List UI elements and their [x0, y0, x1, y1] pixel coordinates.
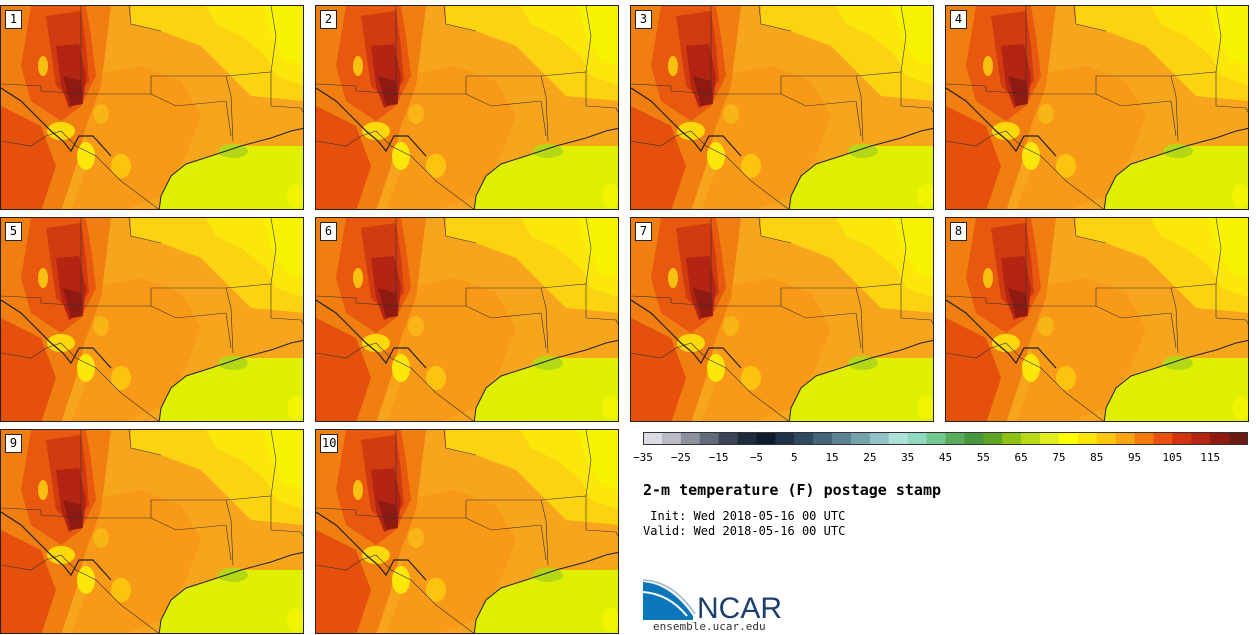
colorbar-segment — [661, 432, 682, 445]
colorbar-segment — [907, 432, 927, 445]
map-panel: 3 — [630, 5, 934, 210]
temperature-map — [631, 6, 933, 209]
colorbar-tick-label: 25 — [863, 451, 877, 464]
colorbar-segment — [1021, 432, 1041, 445]
colorbar-segment — [1210, 432, 1230, 445]
colorbar-segment — [983, 432, 1003, 445]
member-number: 3 — [635, 10, 652, 29]
temperature-map — [1, 6, 303, 209]
colorbar-segment — [813, 432, 833, 445]
map-panel: 1 — [0, 5, 304, 210]
colorbar-segment — [699, 432, 719, 445]
map-panel: 5 — [0, 217, 304, 422]
temperature-map — [1, 218, 303, 421]
colorbar — [643, 432, 1248, 445]
colorbar-segment — [718, 432, 738, 445]
logo-swoosh — [643, 582, 693, 620]
colorbar-segment — [945, 432, 965, 445]
colorbar-segment — [737, 432, 757, 445]
member-number: 1 — [5, 10, 22, 29]
colorbar-segment — [888, 432, 908, 445]
member-number: 9 — [5, 434, 22, 453]
logo-url: ensemble.ucar.edu — [653, 620, 766, 633]
member-number: 7 — [635, 222, 652, 241]
colorbar-tick-label: 105 — [1162, 451, 1183, 464]
colorbar-segment — [1172, 432, 1192, 445]
colorbar-tick-label: 115 — [1200, 451, 1221, 464]
init-time: Init: Wed 2018-05-16 00 UTC — [643, 509, 846, 523]
colorbar-segment — [1096, 432, 1116, 445]
colorbar-segment — [1115, 432, 1135, 445]
member-number: 6 — [320, 222, 337, 241]
colorbar-tick-label: −15 — [708, 451, 729, 464]
map-panel: 7 — [630, 217, 934, 422]
colorbar-segment — [794, 432, 814, 445]
colorbar-segment — [756, 432, 776, 445]
colorbar-segment — [1153, 432, 1173, 445]
logo-text: NCAR — [697, 592, 782, 620]
colorbar-segment — [775, 432, 795, 445]
colorbar-segment — [680, 432, 701, 445]
colorbar-segment — [1229, 432, 1248, 445]
colorbar-segment — [1002, 432, 1022, 445]
colorbar-segment — [926, 432, 946, 445]
ncar-logo: NCAR — [643, 579, 782, 620]
map-panel: 9 — [0, 429, 304, 634]
colorbar-segment — [1077, 432, 1098, 445]
map-panel: 8 — [945, 217, 1249, 422]
colorbar-tick-label: −5 — [749, 451, 764, 464]
temperature-map — [946, 6, 1248, 209]
colorbar-tick-label: 95 — [1127, 451, 1142, 464]
colorbar-segment — [832, 432, 852, 445]
colorbar-tick-label: 45 — [938, 451, 953, 464]
colorbar-tick-label: 55 — [976, 451, 990, 464]
colorbar-labels: −35 −25 −15 −5 5 15 25 35 45 55 65 75 85 95 105 115 — [626, 451, 1260, 465]
colorbar-segment — [1058, 432, 1079, 445]
colorbar-tick-label: 15 — [825, 451, 839, 464]
map-panel: 6 — [315, 217, 619, 422]
colorbar-tick-label: 65 — [1014, 451, 1028, 464]
member-number: 5 — [5, 222, 22, 241]
colorbar-segment — [643, 432, 663, 445]
member-number: 2 — [320, 10, 337, 29]
temperature-map — [1, 430, 303, 633]
temperature-map — [946, 218, 1248, 421]
temperature-map — [631, 218, 933, 421]
map-panel: 2 — [315, 5, 619, 210]
colorbar-segment — [850, 432, 871, 445]
map-panel: 10 — [315, 429, 619, 634]
colorbar-tick-label: 5 — [790, 451, 798, 464]
colorbar-tick-label: −25 — [670, 451, 691, 464]
colorbar-segment — [964, 432, 984, 445]
colorbar-segment — [1040, 432, 1060, 445]
member-number: 8 — [950, 222, 967, 241]
chart-title: 2-m temperature (F) postage stamp — [643, 481, 942, 499]
member-number: 4 — [950, 10, 967, 29]
member-number: 10 — [320, 434, 339, 453]
colorbar-segment — [1191, 432, 1211, 445]
map-panel: 4 — [945, 5, 1249, 210]
temperature-map — [316, 6, 618, 209]
temperature-map — [316, 430, 618, 633]
colorbar-tick-label: −35 — [633, 451, 653, 464]
temperature-map — [316, 218, 618, 421]
colorbar-tick-label: 85 — [1090, 451, 1104, 464]
colorbar-tick-label: 75 — [1052, 451, 1066, 464]
colorbar-segment — [1134, 432, 1154, 445]
colorbar-tick-label: 35 — [901, 451, 915, 464]
colorbar-segment — [869, 432, 890, 445]
valid-time: Valid: Wed 2018-05-16 00 UTC — [643, 524, 846, 538]
